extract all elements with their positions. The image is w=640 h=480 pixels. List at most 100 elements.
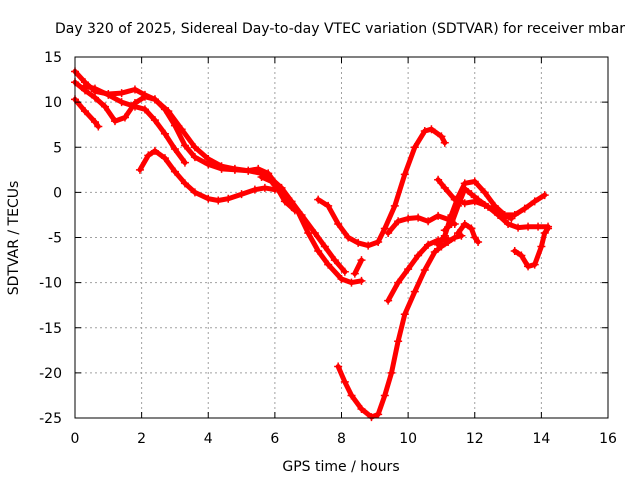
data-point-marker bbox=[530, 260, 539, 269]
y-tick-label: 5 bbox=[53, 140, 62, 156]
tick-marks bbox=[74, 56, 609, 419]
data-point-marker bbox=[340, 377, 349, 386]
y-tick-label: -10 bbox=[39, 276, 62, 292]
data-point-marker bbox=[450, 233, 459, 242]
data-point-marker bbox=[90, 117, 99, 126]
x-tick-label: 10 bbox=[399, 431, 417, 447]
data-point-marker bbox=[260, 183, 269, 192]
data-point-marker bbox=[357, 404, 366, 413]
data-point-marker bbox=[514, 223, 523, 232]
series-line bbox=[82, 83, 188, 166]
data-point-marker bbox=[267, 177, 276, 186]
data-point-marker bbox=[387, 368, 396, 377]
series-track-7 bbox=[314, 125, 449, 250]
data-point-marker bbox=[410, 287, 419, 296]
data-point-marker bbox=[357, 276, 366, 285]
data-point-marker bbox=[427, 125, 436, 134]
data-point-marker bbox=[224, 194, 233, 203]
data-point-marker bbox=[540, 228, 549, 237]
data-point-marker bbox=[180, 179, 189, 188]
data-point-marker bbox=[504, 219, 513, 228]
data-point-marker bbox=[180, 158, 189, 167]
data-point-marker bbox=[494, 210, 503, 219]
data-point-marker bbox=[217, 164, 226, 173]
data-point-marker bbox=[337, 275, 346, 284]
x-tick-label: 0 bbox=[71, 431, 80, 447]
data-point-marker bbox=[540, 191, 549, 200]
data-point-marker bbox=[357, 256, 366, 265]
data-point-marker bbox=[160, 129, 169, 138]
data-point-marker bbox=[484, 202, 493, 211]
data-point-marker bbox=[467, 190, 476, 199]
data-point-marker bbox=[280, 197, 289, 206]
data-point-marker bbox=[90, 93, 99, 102]
data-point-marker bbox=[140, 92, 149, 101]
data-point-marker bbox=[334, 219, 343, 228]
series-track-11 bbox=[384, 211, 459, 237]
series-line bbox=[512, 226, 551, 269]
y-tick-label: -25 bbox=[39, 411, 62, 427]
data-point-marker bbox=[150, 146, 159, 155]
data-point-marker bbox=[394, 278, 403, 287]
data-point-marker bbox=[440, 226, 449, 235]
data-point-marker bbox=[340, 267, 349, 276]
x-tick-label: 6 bbox=[270, 431, 279, 447]
x-tick-label: 16 bbox=[599, 431, 617, 447]
data-point-marker bbox=[440, 183, 449, 192]
data-point-marker bbox=[160, 154, 169, 163]
data-point-marker bbox=[447, 219, 456, 228]
x-tick-label: 12 bbox=[466, 431, 484, 447]
data-point-marker bbox=[257, 173, 266, 182]
data-point-marker bbox=[537, 242, 546, 251]
data-point-marker bbox=[400, 310, 409, 319]
y-tick-label: 0 bbox=[53, 185, 62, 201]
data-point-marker bbox=[394, 217, 403, 226]
y-tick-label: -5 bbox=[48, 231, 62, 247]
y-tick-label: -20 bbox=[39, 366, 62, 382]
data-point-marker bbox=[390, 201, 399, 210]
data-point-marker bbox=[454, 201, 463, 210]
data-point-marker bbox=[354, 238, 363, 247]
data-point-marker bbox=[437, 132, 446, 141]
data-point-marker bbox=[170, 167, 179, 176]
series-track-6 bbox=[257, 173, 299, 215]
chart-title: Day 320 of 2025, Sidereal Day-to-day VTE… bbox=[55, 21, 625, 37]
series-track-16 bbox=[510, 224, 553, 271]
data-point-marker bbox=[517, 251, 526, 260]
data-point-marker bbox=[140, 105, 149, 114]
data-point-marker bbox=[374, 238, 383, 247]
data-point-marker bbox=[414, 213, 423, 222]
data-point-marker bbox=[380, 391, 389, 400]
data-point-marker bbox=[244, 166, 253, 175]
data-point-marker bbox=[410, 143, 419, 152]
data-point-marker bbox=[190, 188, 199, 197]
data-point-marker bbox=[347, 391, 356, 400]
data-point-marker bbox=[374, 410, 383, 419]
y-tick-label: -15 bbox=[39, 321, 62, 337]
data-point-marker bbox=[434, 211, 443, 220]
data-point-marker bbox=[394, 337, 403, 346]
data-point-marker bbox=[424, 240, 433, 249]
data-point-marker bbox=[520, 204, 529, 213]
data-point-marker bbox=[324, 260, 333, 269]
data-point-marker bbox=[404, 214, 413, 223]
y-tick-label: 10 bbox=[44, 95, 62, 111]
data-point-marker bbox=[254, 164, 263, 173]
series-track-8 bbox=[334, 231, 466, 422]
data-point-marker bbox=[420, 265, 429, 274]
data-point-marker bbox=[364, 241, 373, 250]
series-line bbox=[352, 257, 364, 277]
data-point-marker bbox=[264, 169, 273, 178]
data-point-marker bbox=[400, 170, 409, 179]
x-axis-label: GPS time / hours bbox=[282, 459, 399, 475]
data-point-marker bbox=[117, 98, 126, 107]
data-point-marker bbox=[480, 188, 489, 197]
data-point-marker bbox=[274, 185, 283, 194]
data-point-marker bbox=[250, 185, 259, 194]
data-point-marker bbox=[314, 247, 323, 256]
series-track-2 bbox=[71, 78, 366, 287]
data-point-marker bbox=[507, 214, 516, 223]
data-point-marker bbox=[170, 145, 179, 154]
data-point-marker bbox=[324, 201, 333, 210]
